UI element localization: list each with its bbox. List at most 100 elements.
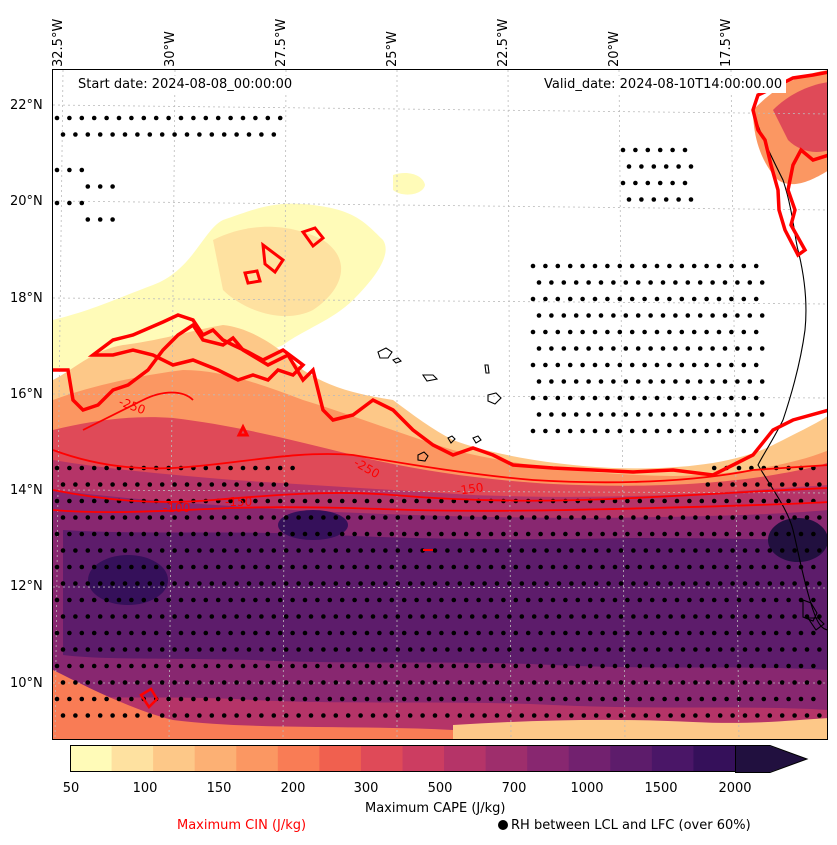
rh-dot — [593, 713, 599, 718]
rh-dot — [662, 696, 667, 702]
rh-dot — [395, 647, 401, 652]
rh-dot — [197, 581, 202, 586]
rh-dot — [290, 465, 295, 471]
rh-dot — [221, 515, 227, 520]
rh-dot — [358, 548, 363, 553]
rh-dot — [426, 663, 432, 669]
rh-dot — [234, 680, 239, 685]
rh-dot — [753, 296, 759, 302]
rh-dot — [339, 498, 345, 504]
rh-dot — [407, 647, 413, 652]
rh-dot — [395, 581, 401, 586]
rh-dot — [315, 597, 320, 603]
rh-dot — [407, 515, 413, 520]
cin-contour--100 — [53, 501, 827, 514]
rh-dot — [761, 564, 767, 570]
rh-dot — [717, 713, 723, 718]
rh-dot — [618, 515, 624, 520]
rh-dot — [265, 696, 271, 702]
rh-dot — [327, 498, 333, 504]
rh-dot — [439, 696, 444, 702]
rh-dot — [104, 465, 109, 471]
rh-dot — [370, 581, 376, 586]
rh-dot — [432, 581, 438, 586]
rh-dot — [704, 362, 709, 368]
rh-dot — [543, 362, 548, 368]
rh-dot — [600, 564, 605, 570]
rh-dot — [635, 412, 641, 417]
rh-dot — [649, 696, 655, 702]
rh-dot — [147, 515, 153, 520]
rh-dot — [197, 614, 202, 619]
rh-dot — [643, 581, 649, 586]
rh-dot — [538, 696, 543, 702]
rh-dot — [544, 548, 549, 553]
rh-dot — [290, 498, 295, 504]
rh-dot — [178, 564, 184, 570]
rh-dot — [271, 548, 277, 553]
map-plot-area: -250 -250 -150 -100 -150 — [52, 69, 828, 740]
rh-dot — [277, 630, 283, 636]
lon-tick-label: 25°W — [385, 31, 400, 67]
colorbar-cell — [693, 746, 736, 772]
rh-dot — [482, 614, 487, 619]
colorbar-cell — [236, 746, 279, 772]
rh-dot — [451, 597, 457, 603]
rh-dot — [494, 713, 500, 718]
rh-dot — [792, 581, 797, 586]
rh-dot — [749, 597, 754, 603]
rh-dot — [691, 263, 697, 269]
rh-dot — [693, 581, 698, 586]
rh-dot — [531, 713, 537, 718]
rh-dot — [549, 346, 554, 351]
bijagos-island — [806, 617, 825, 631]
rh-dot — [753, 329, 759, 335]
rh-dot — [705, 680, 711, 685]
rh-dot — [687, 663, 692, 669]
cape-verde-island — [472, 435, 482, 444]
rh-dot — [792, 614, 797, 619]
rh-dot — [617, 263, 623, 269]
rh-dot — [265, 115, 271, 121]
rh-dot — [259, 548, 264, 553]
rh-dot — [536, 346, 542, 351]
rh-dot — [401, 663, 407, 669]
rh-dot — [315, 564, 320, 570]
rh-dot — [85, 217, 91, 222]
rh-dot — [759, 412, 765, 417]
rh-dot — [680, 647, 686, 652]
lon-tick-label: 30°W — [163, 31, 178, 67]
rh-dot — [377, 498, 382, 504]
rh-dot — [724, 663, 729, 669]
rh-dot — [358, 680, 363, 685]
rh-dot — [742, 713, 748, 718]
rh-dot — [494, 515, 500, 520]
rh-dot — [530, 263, 536, 269]
rh-dot — [680, 614, 686, 619]
rh-dot — [333, 548, 339, 553]
rh-dot — [308, 548, 314, 553]
rh-dot — [395, 680, 401, 685]
rh-dot — [166, 630, 171, 636]
rh-dot — [804, 680, 810, 685]
rh-dot — [649, 531, 655, 537]
rh-dot — [575, 531, 581, 537]
rh-dot — [333, 680, 339, 685]
rh-dot — [184, 647, 190, 652]
rh-dot — [773, 564, 779, 570]
colorbar-tick-label: 50 — [62, 781, 80, 796]
rh-dot — [97, 614, 103, 619]
rh-dot — [333, 713, 339, 718]
rh-dot — [135, 614, 140, 619]
rh-dot — [191, 630, 196, 636]
rh-dot — [804, 647, 810, 652]
rh-dot — [531, 548, 537, 553]
rh-dot — [513, 630, 519, 636]
rh-dot — [482, 548, 487, 553]
rh-dot — [259, 515, 264, 520]
rh-dot — [432, 713, 438, 718]
rh-dot — [729, 395, 734, 401]
rh-dot — [519, 647, 525, 652]
rh-dot — [811, 531, 816, 537]
rh-dot — [691, 362, 697, 368]
